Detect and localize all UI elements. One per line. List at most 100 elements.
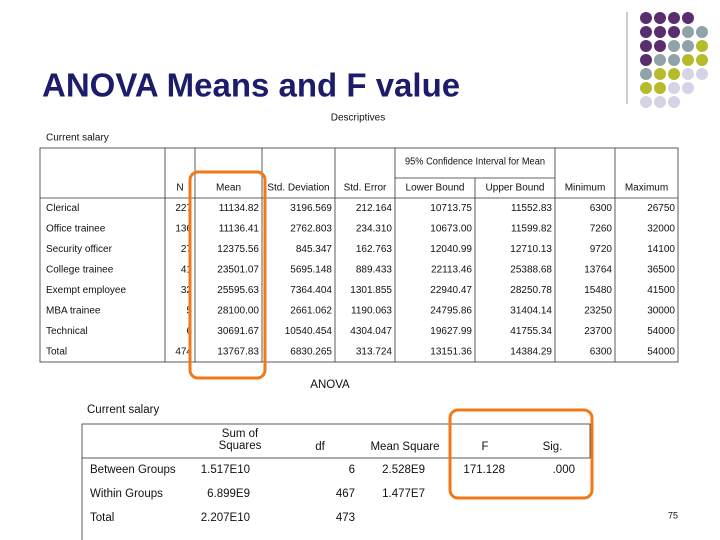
cell: 1301.855 bbox=[350, 285, 392, 296]
cell: 12375.56 bbox=[217, 244, 259, 255]
cell: 2661.062 bbox=[290, 305, 332, 316]
cell: 36500 bbox=[647, 264, 675, 275]
dot bbox=[654, 40, 666, 52]
cell: 4304.047 bbox=[350, 326, 392, 337]
cell: 6300 bbox=[590, 203, 613, 214]
row-label: Total bbox=[90, 512, 114, 524]
cell: 162.763 bbox=[356, 244, 393, 255]
dot bbox=[668, 68, 680, 80]
dot bbox=[640, 96, 652, 108]
cell: 13151.36 bbox=[430, 346, 472, 357]
column-header: Sig. bbox=[543, 441, 563, 453]
dot bbox=[668, 40, 680, 52]
row-label: Office trainee bbox=[46, 223, 106, 234]
cell: 313.724 bbox=[356, 346, 393, 357]
table-border bbox=[39, 147, 679, 363]
dot bbox=[696, 68, 708, 80]
dot bbox=[654, 26, 666, 38]
cell: 25388.68 bbox=[510, 264, 552, 275]
dot bbox=[654, 12, 666, 24]
dot bbox=[682, 12, 694, 24]
cell: 13764 bbox=[584, 264, 612, 275]
dot bbox=[696, 26, 708, 38]
cell: 28250.78 bbox=[510, 285, 552, 296]
cell: 6300 bbox=[590, 346, 613, 357]
dot bbox=[640, 26, 652, 38]
dot bbox=[640, 54, 652, 66]
cell: 474 bbox=[175, 346, 192, 357]
cell: 11134.82 bbox=[219, 203, 260, 214]
cell: 30691.67 bbox=[217, 326, 259, 337]
column-header: Std. Deviation bbox=[267, 183, 329, 194]
highlight bbox=[188, 170, 267, 380]
table-subtitle: Current salary bbox=[46, 133, 109, 144]
cell: 473 bbox=[336, 512, 355, 524]
column-header: Mean bbox=[216, 183, 241, 194]
table-border bbox=[81, 423, 591, 459]
cell: 41500 bbox=[647, 285, 675, 296]
column-header: F bbox=[481, 441, 488, 453]
dot bbox=[682, 82, 694, 94]
cell: 32000 bbox=[647, 223, 675, 234]
cell: 28100.00 bbox=[217, 305, 259, 316]
row-label: Technical bbox=[46, 326, 88, 337]
dot bbox=[696, 40, 708, 52]
cell: 12040.99 bbox=[430, 244, 472, 255]
page-number: 75 bbox=[668, 510, 678, 520]
cell: 6 bbox=[349, 464, 355, 476]
column-header: df bbox=[315, 441, 325, 453]
row-label: Security officer bbox=[46, 244, 113, 255]
cell: 6.899E9 bbox=[207, 488, 250, 500]
column-header: Maximum bbox=[625, 183, 668, 194]
column-header: Std. Error bbox=[344, 183, 387, 194]
dot bbox=[668, 12, 680, 24]
cell: 1.517E10 bbox=[201, 464, 250, 476]
dot bbox=[654, 96, 666, 108]
cell: 7364.404 bbox=[290, 285, 332, 296]
cell: 136 bbox=[175, 223, 192, 234]
table-title: ANOVA bbox=[310, 379, 350, 391]
cell: 467 bbox=[336, 488, 355, 500]
dot bbox=[640, 40, 652, 52]
cell: 13767.83 bbox=[217, 346, 259, 357]
dot bbox=[682, 26, 694, 38]
cell: 27 bbox=[181, 244, 193, 255]
cell: 212.164 bbox=[356, 203, 393, 214]
column-header: Mean Square bbox=[370, 441, 439, 453]
dot bbox=[654, 68, 666, 80]
cell: 54000 bbox=[647, 326, 675, 337]
cell: 31404.14 bbox=[510, 305, 552, 316]
cell: 11552.83 bbox=[511, 203, 552, 214]
cell: 54000 bbox=[647, 346, 675, 357]
cell: 30000 bbox=[647, 305, 675, 316]
cell: 41 bbox=[181, 264, 193, 275]
dot bbox=[640, 68, 652, 80]
column-header: N bbox=[176, 183, 183, 194]
cell: 24795.86 bbox=[430, 305, 472, 316]
cell: 10713.75 bbox=[430, 203, 472, 214]
row-label: Within Groups bbox=[90, 488, 163, 500]
row-label: MBA trainee bbox=[46, 305, 101, 316]
row-label: Between Groups bbox=[90, 464, 176, 476]
dot bbox=[668, 96, 680, 108]
cell: 19627.99 bbox=[430, 326, 472, 337]
cell: 14384.29 bbox=[510, 346, 552, 357]
row-label: Clerical bbox=[46, 203, 79, 214]
cell: 10673.00 bbox=[430, 223, 472, 234]
cell: 22113.46 bbox=[431, 264, 472, 275]
column-header: Lower Bound bbox=[406, 183, 465, 194]
cell: 2.207E10 bbox=[201, 512, 250, 524]
cell: 23501.07 bbox=[217, 264, 259, 275]
cell: 32 bbox=[181, 285, 193, 296]
descriptives-table: 95% Confidence Interval for Mean N Mean Std… bbox=[39, 147, 679, 363]
dot bbox=[668, 82, 680, 94]
highlight bbox=[448, 408, 594, 500]
dot bbox=[682, 54, 694, 66]
table-title: Descriptives bbox=[331, 113, 385, 124]
row-label: Total bbox=[46, 346, 67, 357]
cell: 227 bbox=[175, 203, 192, 214]
cell: 1190.063 bbox=[351, 305, 392, 316]
dot bbox=[654, 82, 666, 94]
dot bbox=[668, 54, 680, 66]
